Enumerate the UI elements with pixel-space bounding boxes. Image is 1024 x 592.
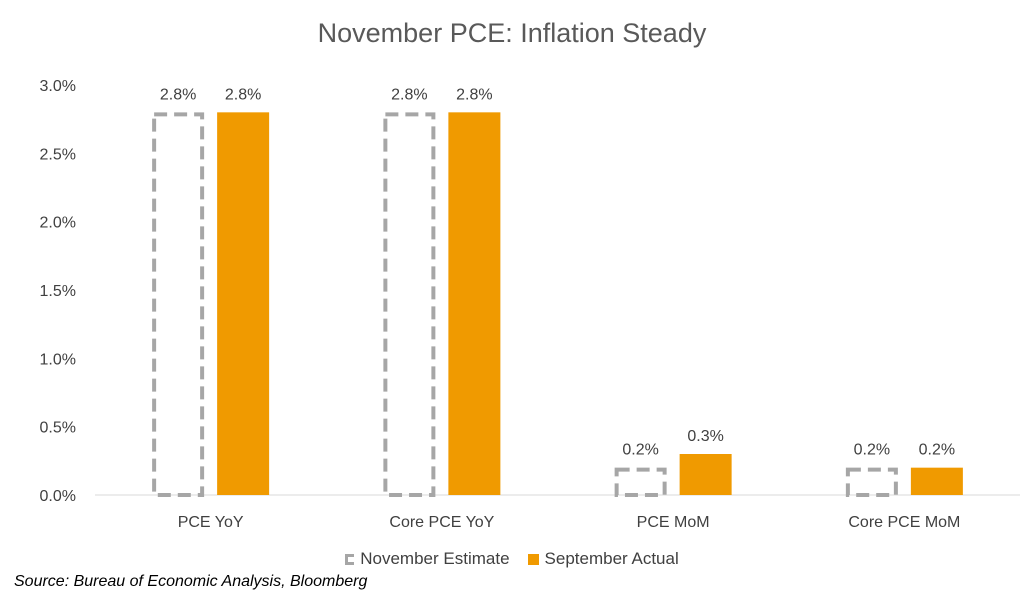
legend-item-september-actual: September Actual <box>527 549 679 569</box>
data-label: 0.3% <box>687 428 723 445</box>
data-label: 0.2% <box>622 442 658 459</box>
y-tick-label: 0.0% <box>40 488 76 505</box>
x-tick-label: Core PCE YoY <box>389 514 494 531</box>
bar-november-estimate <box>152 112 205 497</box>
y-tick-label: 3.0% <box>40 78 76 95</box>
legend: November Estimate September Actual <box>0 549 1024 569</box>
x-tick-label: PCE YoY <box>178 514 244 531</box>
bar-september-actual <box>217 112 270 495</box>
data-label: 2.8% <box>225 86 261 103</box>
source-note: Source: Bureau of Economic Analysis, Blo… <box>14 573 368 590</box>
bar-november-estimate <box>845 467 898 497</box>
legend-item-november-estimate: November Estimate <box>345 549 510 569</box>
data-label: 2.8% <box>456 86 492 103</box>
legend-label-november-estimate: November Estimate <box>360 549 510 568</box>
y-tick-label: 0.5% <box>40 420 76 437</box>
y-tick-label: 1.0% <box>40 351 76 368</box>
legend-label-september-actual: September Actual <box>544 549 679 568</box>
data-label: 2.8% <box>391 86 427 103</box>
x-axis: PCE YoY Core PCE YoY PCE MoM Core PCE MoM <box>178 514 961 531</box>
data-label: 0.2% <box>854 442 890 459</box>
bar-november-estimate <box>383 112 436 497</box>
x-tick-label: Core PCE MoM <box>848 514 960 531</box>
bar-september-actual <box>448 112 501 495</box>
bar-september-actual <box>910 467 963 495</box>
bar-september-actual <box>679 454 732 495</box>
data-labels: 2.8% 2.8% 2.8% 2.8% 0.2% 0.3% 0.2% 0.2% <box>160 86 955 458</box>
bar-november-estimate <box>614 467 667 497</box>
y-tick-label: 2.5% <box>40 146 76 163</box>
y-tick-label: 2.0% <box>40 215 76 232</box>
data-label: 2.8% <box>160 86 196 103</box>
x-tick-label: PCE MoM <box>637 514 710 531</box>
y-tick-label: 1.5% <box>40 283 76 300</box>
legend-swatch-dashed <box>345 553 355 565</box>
legend-swatch-solid <box>527 553 539 565</box>
chart-title: November PCE: Inflation Steady <box>317 18 707 48</box>
bars <box>152 112 963 497</box>
data-label: 0.2% <box>919 442 955 459</box>
